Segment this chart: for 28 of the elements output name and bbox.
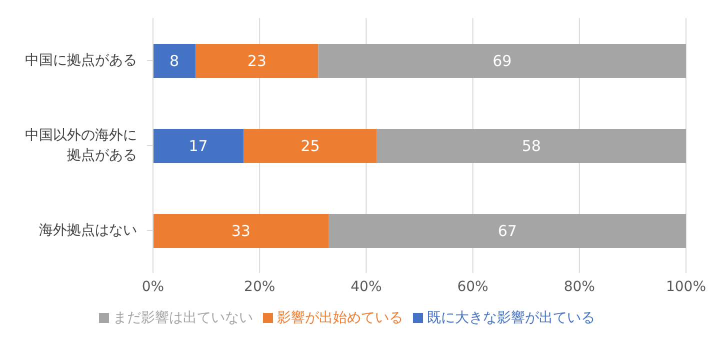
x-tick-label: 80% bbox=[564, 278, 595, 295]
legend-label: 影響が出始めている bbox=[277, 310, 403, 326]
data-label: 17 bbox=[188, 137, 208, 155]
legend-label: まだ影響は出ていない bbox=[113, 310, 253, 326]
y-tick-label: 中国に拠点がある bbox=[25, 52, 137, 68]
bar bbox=[153, 214, 329, 248]
data-label: 69 bbox=[492, 52, 512, 70]
data-label: 25 bbox=[300, 137, 320, 155]
bar bbox=[153, 44, 196, 78]
data-label: 58 bbox=[522, 137, 541, 155]
bar bbox=[376, 129, 686, 163]
data-label: 67 bbox=[498, 222, 517, 240]
data-label: 33 bbox=[231, 222, 250, 240]
x-tick-label: 60% bbox=[457, 278, 488, 295]
bar bbox=[328, 214, 686, 248]
y-tick-label: 中国以外の海外に拠点がある bbox=[25, 128, 137, 164]
bar bbox=[244, 129, 377, 163]
bar bbox=[196, 44, 318, 78]
x-tick-label: 0% bbox=[142, 278, 164, 295]
y-tick-label: 海外拠点はない bbox=[39, 222, 137, 238]
data-label: 23 bbox=[247, 52, 266, 70]
x-tick-label: 20% bbox=[244, 278, 276, 295]
x-tick-label: 40% bbox=[350, 278, 382, 295]
x-tick-label: 100% bbox=[666, 278, 706, 295]
legend-label: 既に大きな影響が出ている bbox=[427, 310, 595, 326]
bar bbox=[318, 44, 686, 78]
bar bbox=[153, 129, 244, 163]
data-label: 8 bbox=[170, 52, 180, 70]
